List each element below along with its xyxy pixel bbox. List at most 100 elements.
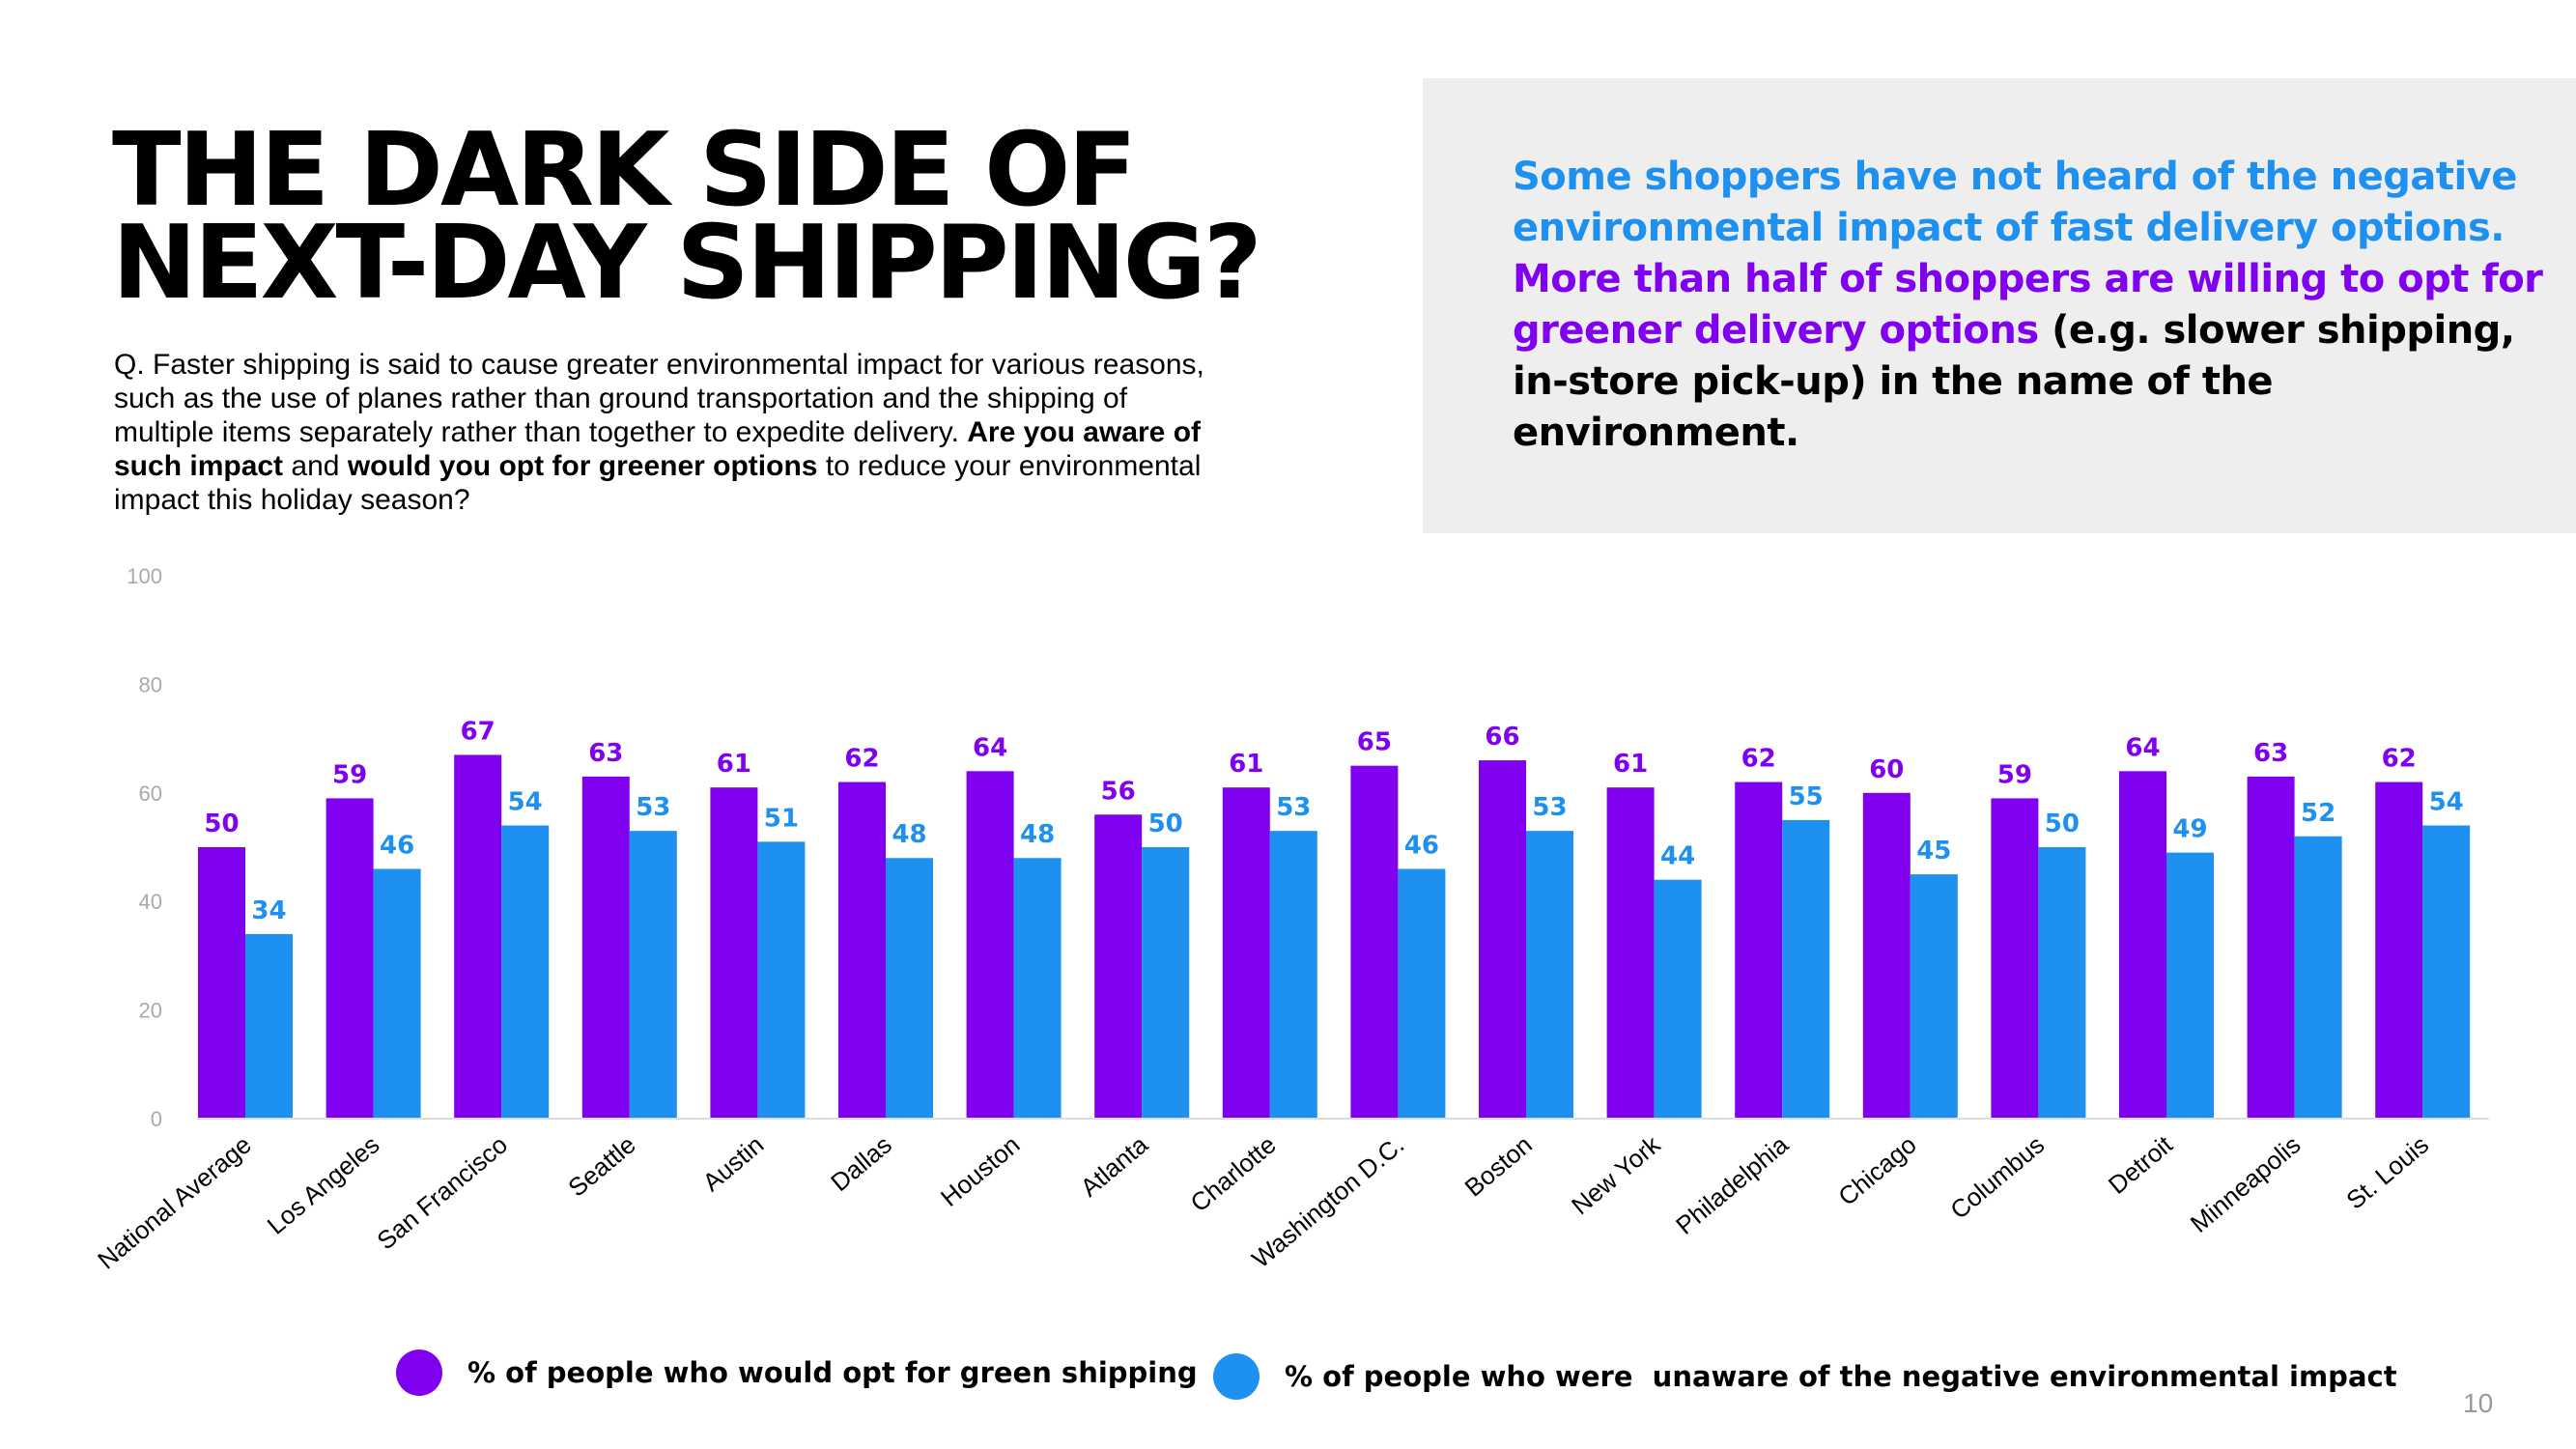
title-line-1: THE DARK SIDE OF xyxy=(112,111,1137,229)
bar-chart: 0 20 40 60 80 100 50 34 59 46 67 54 63 53 61 51 62 48 64 4… xyxy=(92,564,2489,1275)
category-label: Columbus xyxy=(1944,1130,2050,1225)
bar-green-shipping xyxy=(710,787,758,1119)
bar-green-shipping xyxy=(1479,760,1526,1119)
category-label: New York xyxy=(1566,1129,1666,1220)
bar-green-shipping xyxy=(1350,765,1399,1119)
data-label: 44 xyxy=(1660,842,1695,871)
bar-green-shipping xyxy=(1991,798,2039,1119)
bar-green-shipping xyxy=(581,776,630,1119)
bar-unaware xyxy=(1526,831,1573,1119)
callout-text: Some shoppers have not heard of the nega… xyxy=(1513,152,2556,459)
y-tick-label: 80 xyxy=(139,672,162,696)
data-label: 53 xyxy=(636,793,670,822)
category-label: St. Louis xyxy=(2340,1130,2434,1215)
bar-green-shipping xyxy=(1862,792,1911,1119)
question-text-3: to reduce your environmental impact this… xyxy=(114,450,1202,516)
bar-unaware xyxy=(886,858,933,1119)
data-label: 50 xyxy=(2045,810,2080,838)
data-label: 60 xyxy=(1869,755,1904,784)
y-tick-label: 100 xyxy=(127,564,162,588)
category-label: Chicago xyxy=(1832,1130,1921,1211)
data-label: 62 xyxy=(844,745,879,774)
bar-unaware xyxy=(1269,831,1317,1119)
data-label: 48 xyxy=(1020,820,1055,849)
category-label: Seattle xyxy=(562,1130,640,1203)
bar-unaware xyxy=(2166,852,2214,1119)
bars xyxy=(198,754,2471,1119)
bar-unaware xyxy=(245,933,293,1119)
legend-swatch-purple xyxy=(396,1350,442,1396)
data-label: 59 xyxy=(1997,760,2032,789)
bar-green-shipping xyxy=(454,754,502,1119)
data-label: 55 xyxy=(1789,782,1824,811)
data-label: 52 xyxy=(2301,799,2335,828)
bar-green-shipping xyxy=(2247,776,2295,1119)
callout-box: Some shoppers have not heard of the nega… xyxy=(1423,78,2576,533)
y-tick-label: 60 xyxy=(139,781,162,806)
data-label: 54 xyxy=(2429,788,2464,817)
data-label: 64 xyxy=(2125,733,2160,762)
bar-unaware xyxy=(1013,858,1062,1119)
question-bold-1: Are you aware of such impact xyxy=(114,416,1202,482)
data-label: 63 xyxy=(2253,739,2288,768)
bar-unaware xyxy=(1782,819,1830,1119)
data-label: 48 xyxy=(892,820,926,849)
bar-unaware xyxy=(629,831,677,1119)
legend-item-unaware: % of people who were unaware of the nega… xyxy=(1213,1353,2397,1400)
bar-green-shipping xyxy=(1606,787,1655,1119)
bar-unaware xyxy=(1654,879,1702,1119)
question-text-1: Q. Faster shipping is said to cause grea… xyxy=(114,349,1204,448)
callout-part-3: (e.g. slower shipping, in-store pick-up)… xyxy=(1513,308,2515,455)
question-text-2: and xyxy=(291,450,340,482)
bar-green-shipping xyxy=(198,847,245,1119)
survey-question: Q. Faster shipping is said to cause grea… xyxy=(114,348,1205,517)
category-label: Detroit xyxy=(2103,1129,2179,1200)
bar-unaware xyxy=(373,868,421,1119)
y-tick-label: 20 xyxy=(139,999,162,1023)
bar-unaware xyxy=(2294,836,2342,1119)
bar-green-shipping xyxy=(1222,787,1270,1119)
data-label: 46 xyxy=(1404,831,1439,860)
data-label: 51 xyxy=(764,804,799,833)
bar-unaware xyxy=(2422,825,2471,1119)
callout-part-2: More than half of shoppers are willing t… xyxy=(1513,257,2543,353)
value-labels: 50 34 59 46 67 54 63 53 61 51 62 48 64 48 56 50 61 53 65 46… xyxy=(204,717,2463,924)
page-title: THE DARK SIDE OF NEXT-DAY SHIPPING? xyxy=(112,111,1262,322)
bar-unaware xyxy=(757,841,806,1119)
data-label: 61 xyxy=(1229,750,1263,779)
data-label: 56 xyxy=(1101,777,1136,806)
callout-part-1: Some shoppers have not heard of the nega… xyxy=(1513,155,2517,250)
category-label: Charlotte xyxy=(1185,1130,1282,1218)
data-label: 50 xyxy=(204,810,239,838)
category-label: Philadelphia xyxy=(1670,1129,1794,1239)
bar-green-shipping xyxy=(2375,781,2423,1119)
bar-green-shipping xyxy=(2119,771,2166,1119)
bar-unaware xyxy=(1398,868,1446,1119)
legend-label-green-shipping: % of people who would opt for green ship… xyxy=(467,1356,1198,1389)
data-label: 63 xyxy=(588,739,623,768)
data-label: 49 xyxy=(2172,815,2207,844)
title-line-2: NEXT-DAY SHIPPING? xyxy=(112,204,1262,322)
bar-unaware xyxy=(501,825,550,1119)
category-label: Dallas xyxy=(825,1130,897,1197)
bar-unaware xyxy=(1142,847,1190,1119)
category-label: Boston xyxy=(1459,1130,1538,1203)
bar-unaware xyxy=(1910,874,1958,1119)
category-label: Houston xyxy=(935,1130,1025,1212)
data-label: 62 xyxy=(1741,745,1776,774)
legend-swatch-blue xyxy=(1213,1353,1260,1400)
category-label: Minneapolis xyxy=(2185,1130,2307,1238)
data-label: 34 xyxy=(251,896,286,925)
data-label: 54 xyxy=(508,788,543,817)
legend-label-unaware: % of people who were unaware of the nega… xyxy=(1285,1360,2397,1393)
category-label: San Francisco xyxy=(371,1130,513,1256)
data-label: 62 xyxy=(2382,745,2417,774)
y-axis: 0 20 40 60 80 100 xyxy=(127,564,162,1131)
data-label: 61 xyxy=(717,750,751,779)
data-label: 45 xyxy=(1916,837,1951,866)
bar-unaware xyxy=(2038,847,2086,1119)
bar-green-shipping xyxy=(326,798,374,1119)
bar-green-shipping xyxy=(966,771,1014,1119)
data-label: 65 xyxy=(1357,728,1392,757)
